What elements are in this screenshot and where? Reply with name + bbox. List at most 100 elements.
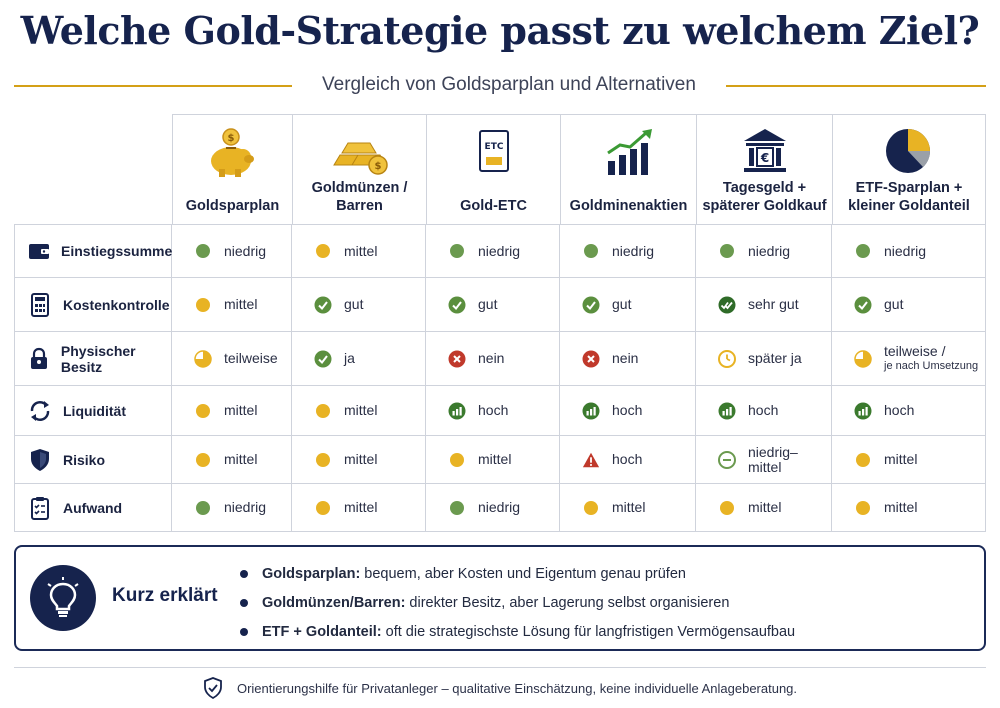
subtitle-row: Vergleich von Goldsparplan und Alternati… <box>14 74 986 98</box>
table-row-liquiditaet: Liquidität mittel mittel hoch hoch hoch hoch <box>14 386 986 436</box>
check-icon <box>582 296 600 314</box>
cell-value: mittel <box>224 452 257 467</box>
summary-title: Kurz erklärt <box>112 585 218 606</box>
column-label: Goldsparplan <box>185 198 280 214</box>
etc-document-icon: ETC <box>459 123 529 183</box>
summary-item: ETF + Goldanteil: oft die strategischste … <box>240 617 970 646</box>
table-cell: hoch <box>832 386 986 435</box>
table-cell: sehr gut <box>696 278 832 331</box>
summary-item: Goldsparplan: bequem, aber Kosten und Eig… <box>240 559 970 588</box>
yellow-dot-icon <box>582 499 600 517</box>
table-cell: später ja <box>696 332 832 385</box>
row-header: Risiko <box>14 436 172 483</box>
check-icon <box>854 296 872 314</box>
cell-text: teilweise <box>224 350 278 366</box>
cell-text: hoch <box>612 402 643 418</box>
cell-value: mittel <box>344 500 377 515</box>
wallet-icon <box>27 238 51 264</box>
column-header-muenzen: $ Goldmünzen / Barren <box>293 115 427 225</box>
cell-text: ja <box>344 350 355 366</box>
table-cell: mittel <box>172 436 292 483</box>
divider-right <box>726 85 986 87</box>
checklist-icon <box>27 495 53 521</box>
table-cell: mittel <box>292 386 426 435</box>
cell-value: niedrig <box>612 242 655 259</box>
cell-text: mittel <box>224 402 258 418</box>
bank-euro-icon: € <box>730 123 800 179</box>
yellow-dot-icon <box>314 242 332 260</box>
table-cell: niedrig <box>560 225 696 277</box>
shield-check-icon <box>203 677 223 699</box>
cell-value: niedrig <box>224 500 266 515</box>
table-header: $ Goldsparplan $ Goldmünzen / Barren <box>172 114 986 225</box>
lightbulb-icon <box>30 565 96 631</box>
cell-text: mittel <box>612 499 646 515</box>
divider-left <box>14 85 292 87</box>
cell-text: mittel <box>224 451 258 467</box>
cell-value: niedrig <box>748 243 790 259</box>
warning-icon <box>582 451 600 469</box>
column-header-tagesgeld: € Tagesgeld + späterer Goldkauf <box>697 115 833 225</box>
summary-box: Kurz erklärt Goldsparplan: bequem, aber K… <box>14 545 986 651</box>
rising-bar-chart-icon <box>594 123 664 183</box>
row-label: Aufwand <box>63 499 123 516</box>
cell-value: hoch <box>478 403 508 418</box>
table-cell: mittel <box>696 484 832 531</box>
table-cell: hoch <box>560 386 696 435</box>
cell-text: niedrig <box>478 242 521 259</box>
yellow-dot-icon <box>194 451 212 469</box>
row-header: Kostenkontrolle <box>14 278 172 331</box>
clock-icon <box>718 349 736 368</box>
cross-icon <box>448 350 466 368</box>
page-title: Welche Gold-Strategie passt zu welchem Z… <box>20 8 980 53</box>
yellow-dot-icon <box>314 402 332 420</box>
cell-value: sehr gut <box>748 297 799 312</box>
yellow-dot-icon <box>194 296 212 314</box>
cell-text: hoch <box>612 451 643 467</box>
check-icon <box>314 296 332 314</box>
check-icon <box>448 296 466 314</box>
bullet-dot <box>240 627 248 636</box>
cell-value: nein <box>478 351 504 366</box>
gold-bars-icon: $ <box>325 123 395 179</box>
table-cell: niedrig <box>832 225 986 277</box>
table-cell: teilweise / je nach Umsetzung <box>832 332 986 385</box>
table-cell: niedrig <box>426 225 560 277</box>
green-dot-icon <box>854 242 872 260</box>
cell-text: hoch <box>748 402 779 418</box>
cell-value: mittel <box>884 452 917 467</box>
table-row-physischer-besitz: Physischer Besitz teilweise ja nein nein spät… <box>14 332 986 386</box>
cell-text: niedrig <box>612 242 655 259</box>
cell-value: hoch <box>612 452 642 467</box>
minus-icon <box>718 450 736 469</box>
cell-value: ja <box>344 351 355 366</box>
column-header-goldminen: Goldminenaktien <box>561 115 697 225</box>
cell-text: sehr gut <box>748 296 799 312</box>
refresh-icon <box>27 398 53 424</box>
bullet-dot <box>240 569 248 578</box>
svg-text:$: $ <box>227 133 234 144</box>
cell-value: mittel <box>478 452 511 467</box>
cell-text: später ja <box>748 350 802 366</box>
lock-icon <box>27 346 51 372</box>
page-subtitle: Vergleich von Goldsparplan und Alternati… <box>322 74 696 95</box>
cell-value: gut <box>612 297 631 312</box>
cell-text: mittel <box>344 242 378 259</box>
table-cell: hoch <box>696 386 832 435</box>
table-cell: nein <box>426 332 560 385</box>
table-cell: mittel <box>426 436 560 483</box>
green-dot-icon <box>718 242 736 260</box>
cell-text: niedrig <box>478 499 521 515</box>
cell-value: gut <box>884 297 903 312</box>
summary-item-text: direkter Besitz, aber Lagerung selbst or… <box>409 594 730 611</box>
comparison-table: $ Goldsparplan $ Goldmünzen / Barren <box>14 114 986 532</box>
table-cell: mittel <box>832 436 986 483</box>
footer-text: Orientierungshilfe für Privatanleger – q… <box>236 680 798 696</box>
table-cell: mittel <box>172 278 292 331</box>
cell-value: gut <box>478 297 497 312</box>
row-header: Physischer Besitz <box>14 332 172 385</box>
cell-value: später ja <box>748 351 802 366</box>
cell-text: gut <box>612 296 632 312</box>
bullet-dot <box>240 598 248 607</box>
column-label: Tagesgeld + späterer Goldkauf <box>702 180 827 214</box>
